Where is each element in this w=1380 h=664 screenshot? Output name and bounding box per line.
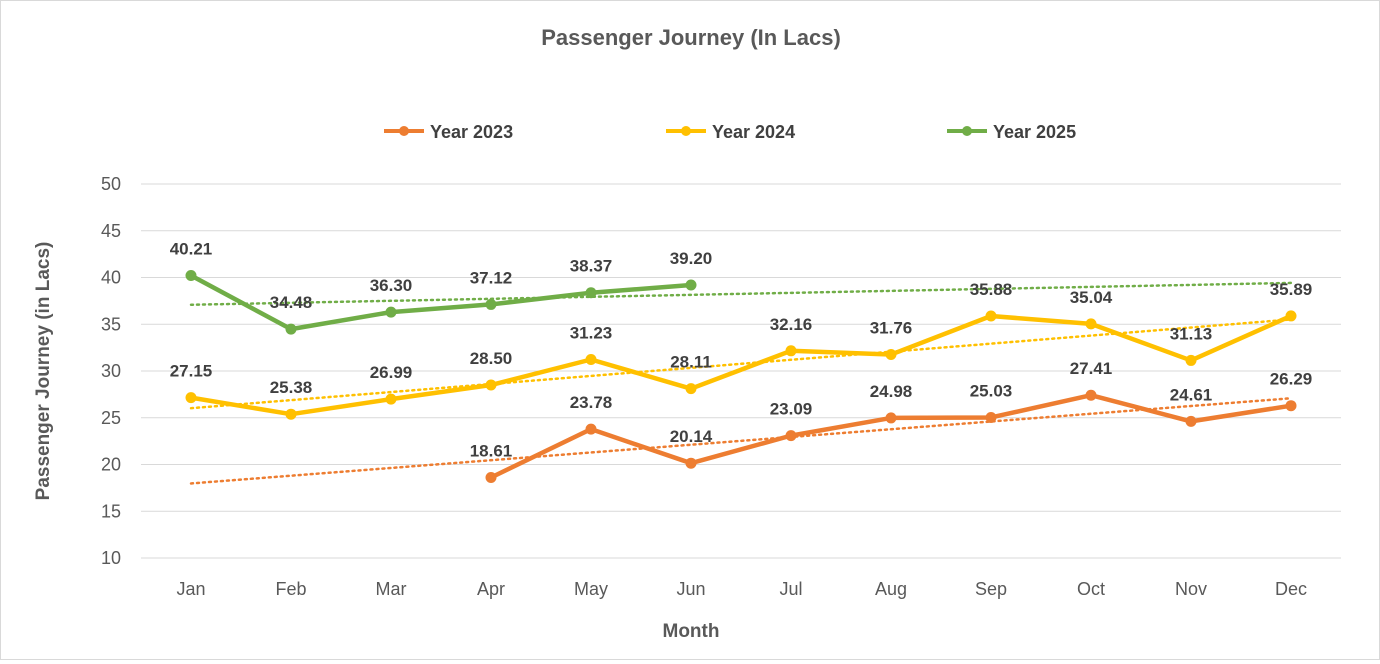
- data-label: 31.76: [870, 319, 913, 338]
- data-point: [685, 279, 697, 291]
- y-tick-label: 15: [101, 501, 121, 521]
- data-label: 24.61: [1170, 385, 1213, 404]
- data-label: 37.12: [470, 268, 513, 287]
- x-tick-label: Jun: [676, 579, 705, 599]
- x-tick-label: Sep: [975, 579, 1007, 599]
- data-point: [585, 423, 597, 435]
- data-label: 26.29: [1270, 370, 1313, 389]
- data-point: [585, 353, 597, 365]
- data-point: [485, 379, 497, 391]
- y-tick-label: 30: [101, 361, 121, 381]
- data-point: [685, 383, 697, 395]
- data-point: [385, 393, 397, 405]
- legend-swatch-marker: [962, 126, 972, 136]
- series-group: [185, 270, 1297, 483]
- data-label: 35.04: [1070, 288, 1113, 307]
- y-tick-label: 40: [101, 268, 121, 288]
- data-label: 35.89: [1270, 280, 1313, 299]
- data-point: [785, 345, 797, 357]
- data-point: [1185, 354, 1197, 366]
- y-tick-label: 10: [101, 548, 121, 568]
- x-tick-label: Apr: [477, 579, 505, 599]
- data-point: [285, 408, 297, 420]
- data-point: [485, 298, 497, 310]
- trendlines: [189, 281, 1293, 485]
- x-axis: Jan Feb Mar Apr May Jun Jul Aug Sep Oct Nov Dec: [176, 579, 1307, 599]
- y-axis-title: Passenger Journey (in Lacs): [33, 242, 54, 501]
- data-point: [885, 412, 897, 424]
- trendline: [189, 281, 1293, 307]
- y-tick-label: 35: [101, 314, 121, 334]
- chart-title: Passenger Journey (In Lacs): [541, 25, 841, 50]
- data-label: 36.30: [370, 276, 413, 295]
- x-tick-label: Dec: [1275, 579, 1307, 599]
- data-point: [1085, 318, 1097, 330]
- data-label: 31.23: [570, 323, 613, 342]
- x-tick-label: Jul: [779, 579, 802, 599]
- x-tick-label: May: [574, 579, 608, 599]
- data-point: [985, 411, 997, 423]
- data-label: 28.50: [470, 349, 513, 368]
- trendline: [189, 318, 1293, 410]
- y-tick-label: 45: [101, 221, 121, 241]
- data-label: 34.48: [270, 293, 313, 312]
- y-tick-label: 25: [101, 408, 121, 428]
- x-tick-label: Nov: [1175, 579, 1207, 599]
- legend-swatch-marker: [399, 126, 409, 136]
- data-point: [1285, 400, 1297, 412]
- gridlines: [141, 183, 1341, 559]
- data-label: 35.88: [970, 280, 1013, 299]
- x-tick-label: Jan: [176, 579, 205, 599]
- y-tick-label: 20: [101, 455, 121, 475]
- data-label: 32.16: [770, 315, 813, 334]
- data-point: [485, 471, 497, 483]
- data-label: 24.98: [870, 382, 913, 401]
- data-point: [785, 430, 797, 442]
- x-tick-label: Mar: [376, 579, 407, 599]
- data-label: 23.09: [770, 400, 813, 419]
- data-point: [685, 457, 697, 469]
- data-point: [285, 323, 297, 335]
- data-label: 23.78: [570, 393, 613, 412]
- data-label: 38.37: [570, 257, 613, 276]
- data-point: [185, 270, 197, 282]
- legend-label: Year 2025: [993, 122, 1076, 142]
- data-label: 28.11: [670, 353, 712, 372]
- data-label: 40.21: [170, 240, 213, 259]
- legend-label: Year 2023: [430, 122, 513, 142]
- data-point: [585, 287, 597, 299]
- data-point: [885, 349, 897, 361]
- series-line: [190, 313, 1292, 417]
- data-point: [1185, 415, 1197, 427]
- x-tick-label: Aug: [875, 579, 907, 599]
- data-label: 39.20: [670, 249, 713, 268]
- y-tick-label: 50: [101, 174, 121, 194]
- data-point: [385, 306, 397, 318]
- data-point: [1285, 310, 1297, 322]
- data-point: [185, 392, 197, 404]
- data-label: 25.38: [270, 378, 313, 397]
- x-axis-title: Month: [663, 621, 720, 642]
- y-axis: 10 15 20 25 30 35 40 45 50: [101, 174, 121, 568]
- series-line: [189, 273, 692, 332]
- data-point: [985, 310, 997, 322]
- data-label: 25.03: [970, 381, 1013, 400]
- trendline: [189, 397, 1293, 485]
- data-label: 31.13: [1170, 324, 1213, 343]
- data-point: [1085, 389, 1097, 401]
- legend-label: Year 2024: [712, 122, 795, 142]
- x-tick-label: Feb: [275, 579, 306, 599]
- data-label: 27.41: [1070, 359, 1113, 378]
- legend-swatch-marker: [681, 126, 691, 136]
- data-labels: 18.61 23.78 20.14 23.09 24.98 25.03 27.41 24.61…: [170, 240, 1313, 461]
- data-label: 27.15: [170, 362, 213, 381]
- data-label: 26.99: [370, 363, 413, 382]
- legend: Year 2023 Year 2024 Year 2025: [384, 122, 1076, 142]
- data-label: 20.14: [670, 427, 713, 446]
- data-label: 18.61: [470, 441, 513, 460]
- x-tick-label: Oct: [1077, 579, 1105, 599]
